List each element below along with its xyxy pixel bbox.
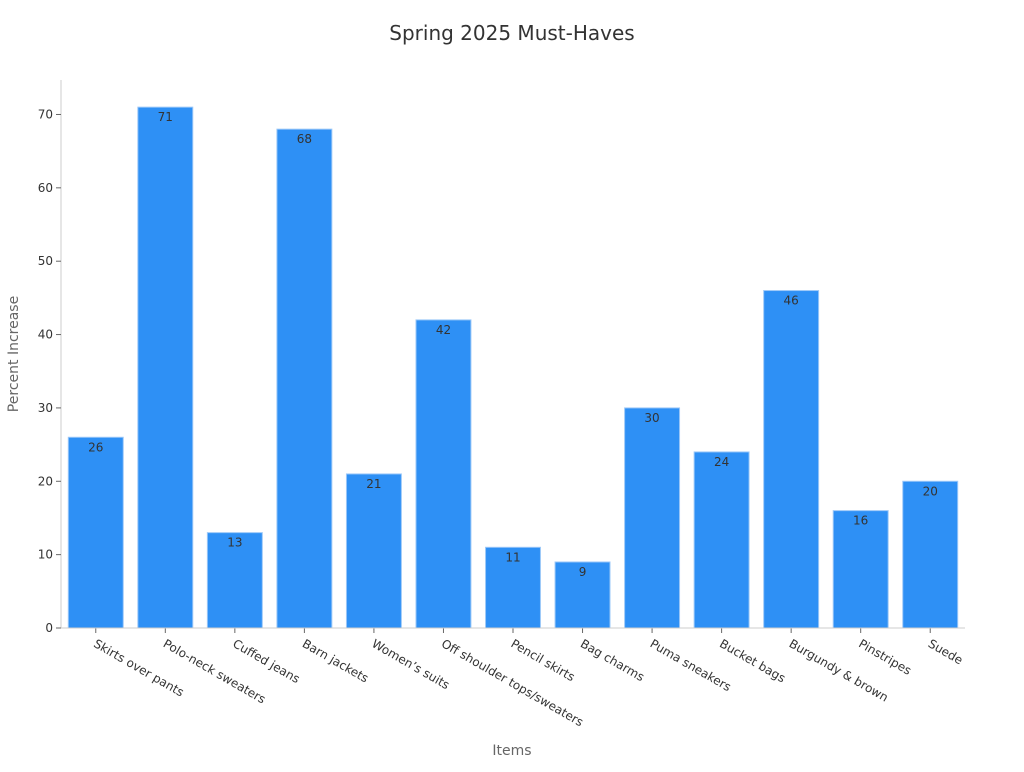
y-axis-label: Percent Increase	[6, 296, 22, 412]
y-tick-label: 10	[38, 548, 53, 562]
chart-title: Spring 2025 Must-Haves	[389, 21, 634, 45]
x-tick-label: Bag charms	[578, 636, 647, 684]
y-tick-label: 40	[38, 328, 53, 342]
y-tick-label: 50	[38, 254, 53, 268]
data-label: 46	[784, 294, 799, 308]
bar	[345, 473, 402, 629]
x-tick-label: Barn jackets	[300, 636, 371, 685]
data-label: 20	[923, 484, 938, 498]
bar	[485, 546, 541, 629]
data-label: 71	[158, 110, 173, 124]
x-tick-label: Pencil skirts	[509, 636, 578, 684]
data-label: 11	[505, 550, 520, 564]
bar	[554, 561, 611, 629]
bar	[763, 290, 820, 629]
y-tick-label: 0	[45, 621, 53, 635]
bar	[276, 128, 333, 629]
data-label: 30	[644, 411, 659, 425]
data-label: 26	[88, 440, 103, 454]
bar	[206, 532, 263, 629]
x-tick-label: Women’s suits	[369, 636, 452, 692]
y-tick-label: 60	[38, 181, 53, 195]
data-label: 21	[366, 477, 381, 491]
bar	[67, 436, 124, 629]
y-tick-label: 30	[38, 401, 53, 415]
bar	[137, 106, 194, 629]
data-label: 42	[436, 323, 451, 337]
bar	[693, 451, 750, 629]
data-label: 13	[227, 536, 242, 550]
x-tick-label: Suede	[926, 636, 966, 667]
x-tick-label: Pinstripes	[856, 636, 914, 677]
bar	[902, 480, 959, 629]
data-label: 16	[853, 514, 868, 528]
data-label: 9	[579, 565, 587, 579]
y-tick-label: 70	[38, 107, 53, 121]
bar	[832, 510, 889, 629]
x-axis-label: Items	[492, 743, 531, 759]
bar	[624, 407, 681, 629]
bar	[415, 319, 472, 629]
data-label: 24	[714, 455, 729, 469]
data-label: 68	[297, 132, 312, 146]
y-tick-label: 20	[38, 474, 53, 488]
